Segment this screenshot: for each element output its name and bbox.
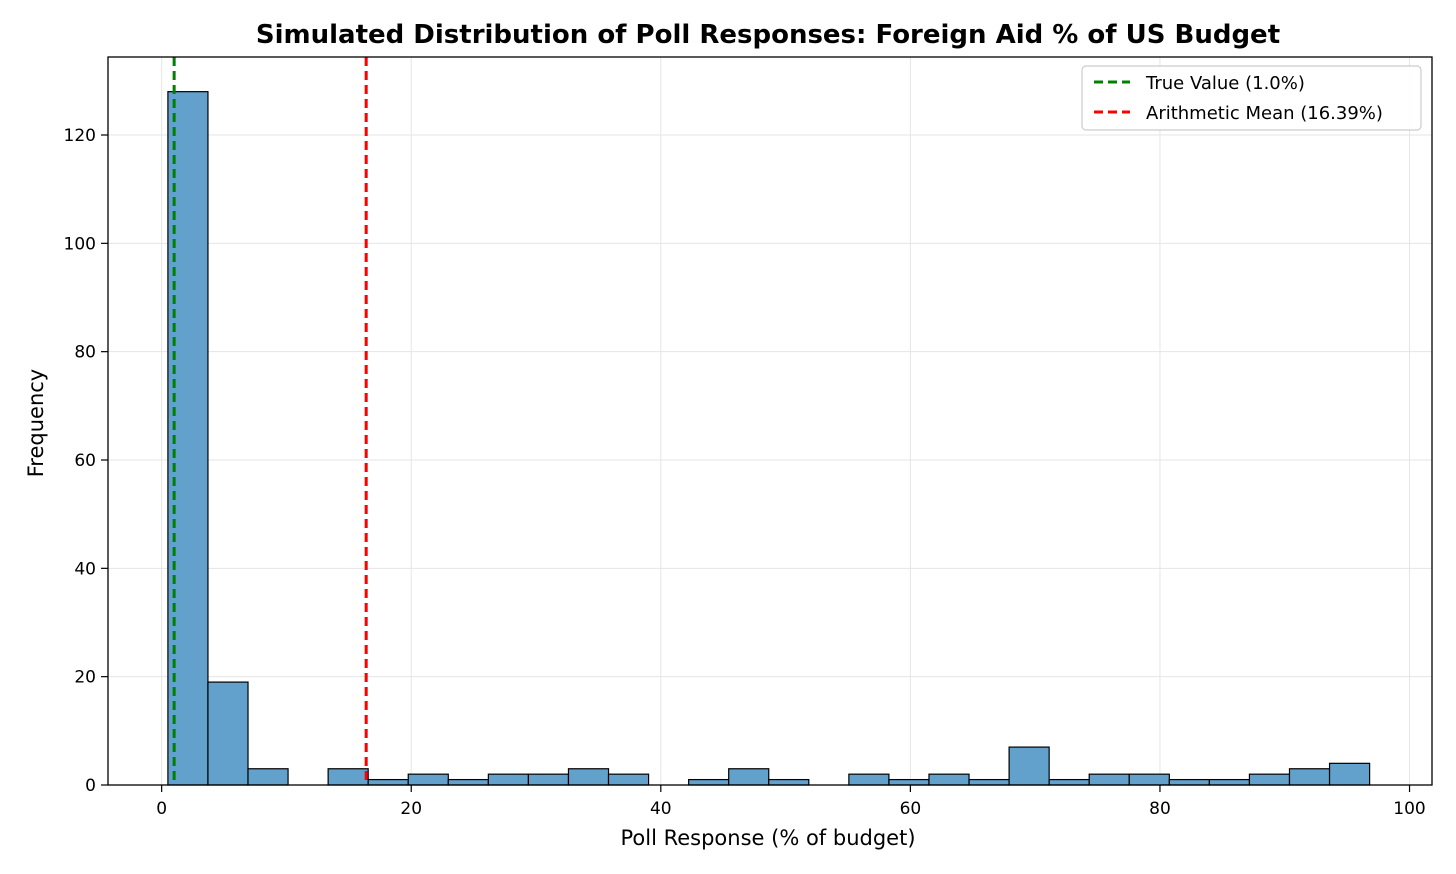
x-tick-label: 80 [1149,799,1171,819]
histogram-bar-7 [447,778,489,786]
y-tick-label: 20 [74,668,96,688]
histogram-bar-1 [207,681,249,786]
histogram-bar-5 [367,778,409,786]
x-tick-label: 20 [400,799,422,819]
histogram-bar-14 [728,768,770,786]
y-axis-ticks: 0 20 40 60 80 100 120 [64,126,108,796]
x-axis-ticks: 0 20 40 60 80 100 [156,785,1426,819]
histogram-bar-6 [407,773,449,786]
y-axis-label: Frequency [24,369,48,478]
chart-title: Simulated Distribution of Poll Responses… [256,20,1280,50]
histogram-bar-15 [768,778,810,786]
histogram-bar-8 [487,773,530,786]
histogram-bar-23 [1088,773,1130,786]
x-axis-label: Poll Response (% of budget) [620,826,915,850]
histogram-bar-9 [527,773,570,786]
y-tick-label: 40 [74,559,96,579]
y-tick-label: 80 [74,343,96,363]
legend-arithmetic-mean-label: Arithmetic Mean (16.39%) [1146,103,1383,124]
y-tick-label: 60 [74,451,96,471]
histogram-bar-25 [1168,778,1210,786]
reference-lines-layer [172,57,368,785]
histogram-bar-11 [607,773,650,786]
histogram-bar-28 [1288,768,1331,786]
histogram-bar-20 [968,778,1010,786]
y-tick-label: 120 [64,126,96,146]
plot-frame [107,56,1433,786]
histogram-bar-13 [688,778,730,786]
x-tick-label: 40 [650,799,672,819]
histogram-bar-22 [1048,778,1090,786]
x-tick-label: 60 [900,799,922,819]
bars-layer [167,91,1371,786]
x-tick-label: 0 [156,799,167,819]
histogram-bar-21 [1008,746,1050,786]
histogram-bar-18 [888,778,930,786]
x-tick-label: 100 [1393,799,1425,819]
histogram-bar-17 [848,773,890,786]
histogram-bar-2 [247,768,289,786]
legend: True Value (1.0%) Arithmetic Mean (16.39… [1081,65,1422,131]
grid-layer [108,57,1432,786]
legend-true-value-label: True Value (1.0%) [1145,73,1305,94]
histogram-bar-10 [567,768,610,786]
y-tick-label: 0 [85,776,96,796]
legend-box [1081,65,1422,131]
histogram-bar-27 [1248,773,1291,786]
histogram-bar-4 [327,768,369,786]
histogram-bar-24 [1128,773,1170,786]
y-tick-label: 100 [64,234,96,254]
histogram-bar-29 [1328,762,1371,786]
histogram-bar-19 [928,773,970,786]
histogram-bar-26 [1208,778,1251,786]
